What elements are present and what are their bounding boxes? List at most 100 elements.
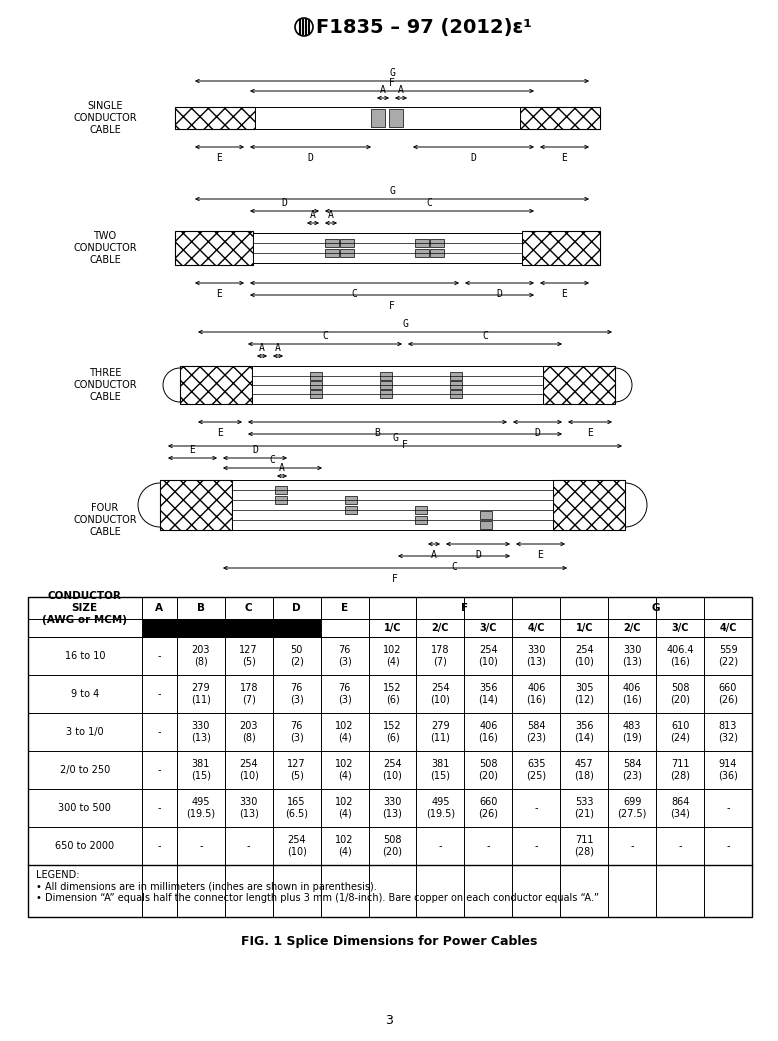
Bar bbox=[415, 239, 429, 247]
Text: 406
(16): 406 (16) bbox=[478, 721, 499, 743]
Text: B: B bbox=[197, 603, 205, 613]
Bar bbox=[160, 480, 232, 530]
Bar bbox=[372, 109, 386, 127]
Text: C: C bbox=[245, 603, 253, 613]
Text: D: D bbox=[471, 153, 476, 163]
Text: E: E bbox=[216, 153, 223, 163]
Bar bbox=[310, 372, 323, 380]
Bar bbox=[553, 480, 625, 530]
Text: 381
(15): 381 (15) bbox=[430, 759, 450, 781]
Text: 254
(10): 254 (10) bbox=[574, 645, 594, 667]
Bar bbox=[380, 381, 392, 389]
Text: 178
(7): 178 (7) bbox=[431, 645, 450, 667]
Bar bbox=[341, 249, 355, 257]
Bar bbox=[310, 381, 323, 389]
Text: E: E bbox=[190, 445, 195, 455]
Bar bbox=[380, 390, 392, 398]
Text: THREE
CONDUCTOR
CABLE: THREE CONDUCTOR CABLE bbox=[73, 369, 137, 402]
Text: -: - bbox=[199, 841, 202, 850]
Bar bbox=[177, 619, 225, 637]
Text: FIG. 1 Splice Dimensions for Power Cables: FIG. 1 Splice Dimensions for Power Cable… bbox=[241, 935, 537, 948]
Text: 330
(13): 330 (13) bbox=[239, 797, 258, 819]
Text: D: D bbox=[282, 198, 287, 208]
Bar bbox=[142, 619, 177, 637]
Text: 254
(10): 254 (10) bbox=[430, 683, 450, 705]
Bar bbox=[415, 249, 429, 257]
Text: A: A bbox=[155, 603, 163, 613]
Bar bbox=[430, 249, 444, 257]
Text: 1/C: 1/C bbox=[576, 623, 593, 633]
Bar bbox=[180, 366, 252, 404]
Text: -: - bbox=[678, 841, 682, 850]
Text: G: G bbox=[402, 319, 408, 329]
Text: C: C bbox=[269, 455, 275, 465]
Text: D: D bbox=[307, 153, 314, 163]
Text: 16 to 10: 16 to 10 bbox=[65, 651, 105, 661]
Text: A: A bbox=[398, 85, 404, 95]
Text: 356
(14): 356 (14) bbox=[574, 721, 594, 743]
Text: 559
(22): 559 (22) bbox=[718, 645, 738, 667]
Text: 3/C: 3/C bbox=[479, 623, 497, 633]
Text: E: E bbox=[587, 428, 593, 438]
Bar bbox=[225, 619, 273, 637]
Text: 483
(19): 483 (19) bbox=[622, 721, 642, 743]
Bar bbox=[341, 239, 355, 247]
Text: -: - bbox=[534, 841, 538, 850]
Text: -: - bbox=[157, 765, 161, 775]
Text: E: E bbox=[341, 603, 348, 613]
Text: -: - bbox=[630, 841, 634, 850]
Bar bbox=[481, 511, 492, 519]
Text: TWO
CONDUCTOR
CABLE: TWO CONDUCTOR CABLE bbox=[73, 231, 137, 264]
Text: -: - bbox=[727, 841, 730, 850]
Text: 76
(3): 76 (3) bbox=[289, 721, 303, 743]
Text: G: G bbox=[392, 433, 398, 443]
Text: 305
(12): 305 (12) bbox=[574, 683, 594, 705]
Text: 660
(26): 660 (26) bbox=[478, 797, 499, 819]
Text: D: D bbox=[293, 603, 301, 613]
Text: A: A bbox=[279, 463, 285, 473]
Text: 76
(3): 76 (3) bbox=[338, 645, 352, 667]
Text: 3/C: 3/C bbox=[671, 623, 689, 633]
Bar bbox=[481, 520, 492, 529]
Text: -: - bbox=[727, 803, 730, 813]
Text: 660
(26): 660 (26) bbox=[718, 683, 738, 705]
Text: LEGEND:
• All dimensions are in millimeters (inches are shown in parenthesis).
•: LEGEND: • All dimensions are in millimet… bbox=[36, 870, 599, 904]
Text: 650 to 2000: 650 to 2000 bbox=[55, 841, 114, 850]
Bar bbox=[232, 480, 553, 530]
Text: 1/C: 1/C bbox=[384, 623, 401, 633]
Bar bbox=[275, 486, 288, 494]
Bar bbox=[273, 619, 321, 637]
Bar bbox=[175, 107, 255, 129]
Text: 165
(6.5): 165 (6.5) bbox=[286, 797, 308, 819]
Bar bbox=[253, 233, 522, 263]
Text: 457
(18): 457 (18) bbox=[574, 759, 594, 781]
Bar bbox=[325, 249, 339, 257]
Text: D: D bbox=[496, 289, 503, 299]
Text: -: - bbox=[157, 651, 161, 661]
Bar bbox=[310, 390, 323, 398]
Bar bbox=[430, 239, 444, 247]
Text: 381
(15): 381 (15) bbox=[191, 759, 211, 781]
Text: A: A bbox=[259, 342, 265, 353]
Text: A: A bbox=[328, 210, 334, 220]
Bar bbox=[522, 231, 600, 265]
Text: 699
(27.5): 699 (27.5) bbox=[618, 797, 647, 819]
Text: 406
(16): 406 (16) bbox=[527, 683, 546, 705]
Text: -: - bbox=[247, 841, 251, 850]
Text: A: A bbox=[310, 210, 316, 220]
Text: 50
(2): 50 (2) bbox=[289, 645, 303, 667]
Text: 864
(34): 864 (34) bbox=[670, 797, 690, 819]
Text: E: E bbox=[538, 550, 544, 560]
Text: 2/C: 2/C bbox=[432, 623, 449, 633]
Text: 508
(20): 508 (20) bbox=[383, 835, 402, 857]
Text: -: - bbox=[157, 841, 161, 850]
Bar bbox=[450, 390, 462, 398]
Text: E: E bbox=[216, 289, 223, 299]
Text: -: - bbox=[157, 689, 161, 699]
Text: 356
(14): 356 (14) bbox=[478, 683, 499, 705]
Text: D: D bbox=[475, 550, 481, 560]
Text: 102
(4): 102 (4) bbox=[335, 759, 354, 781]
Bar bbox=[345, 496, 358, 504]
Text: C: C bbox=[322, 331, 328, 341]
Text: 203
(8): 203 (8) bbox=[191, 645, 210, 667]
